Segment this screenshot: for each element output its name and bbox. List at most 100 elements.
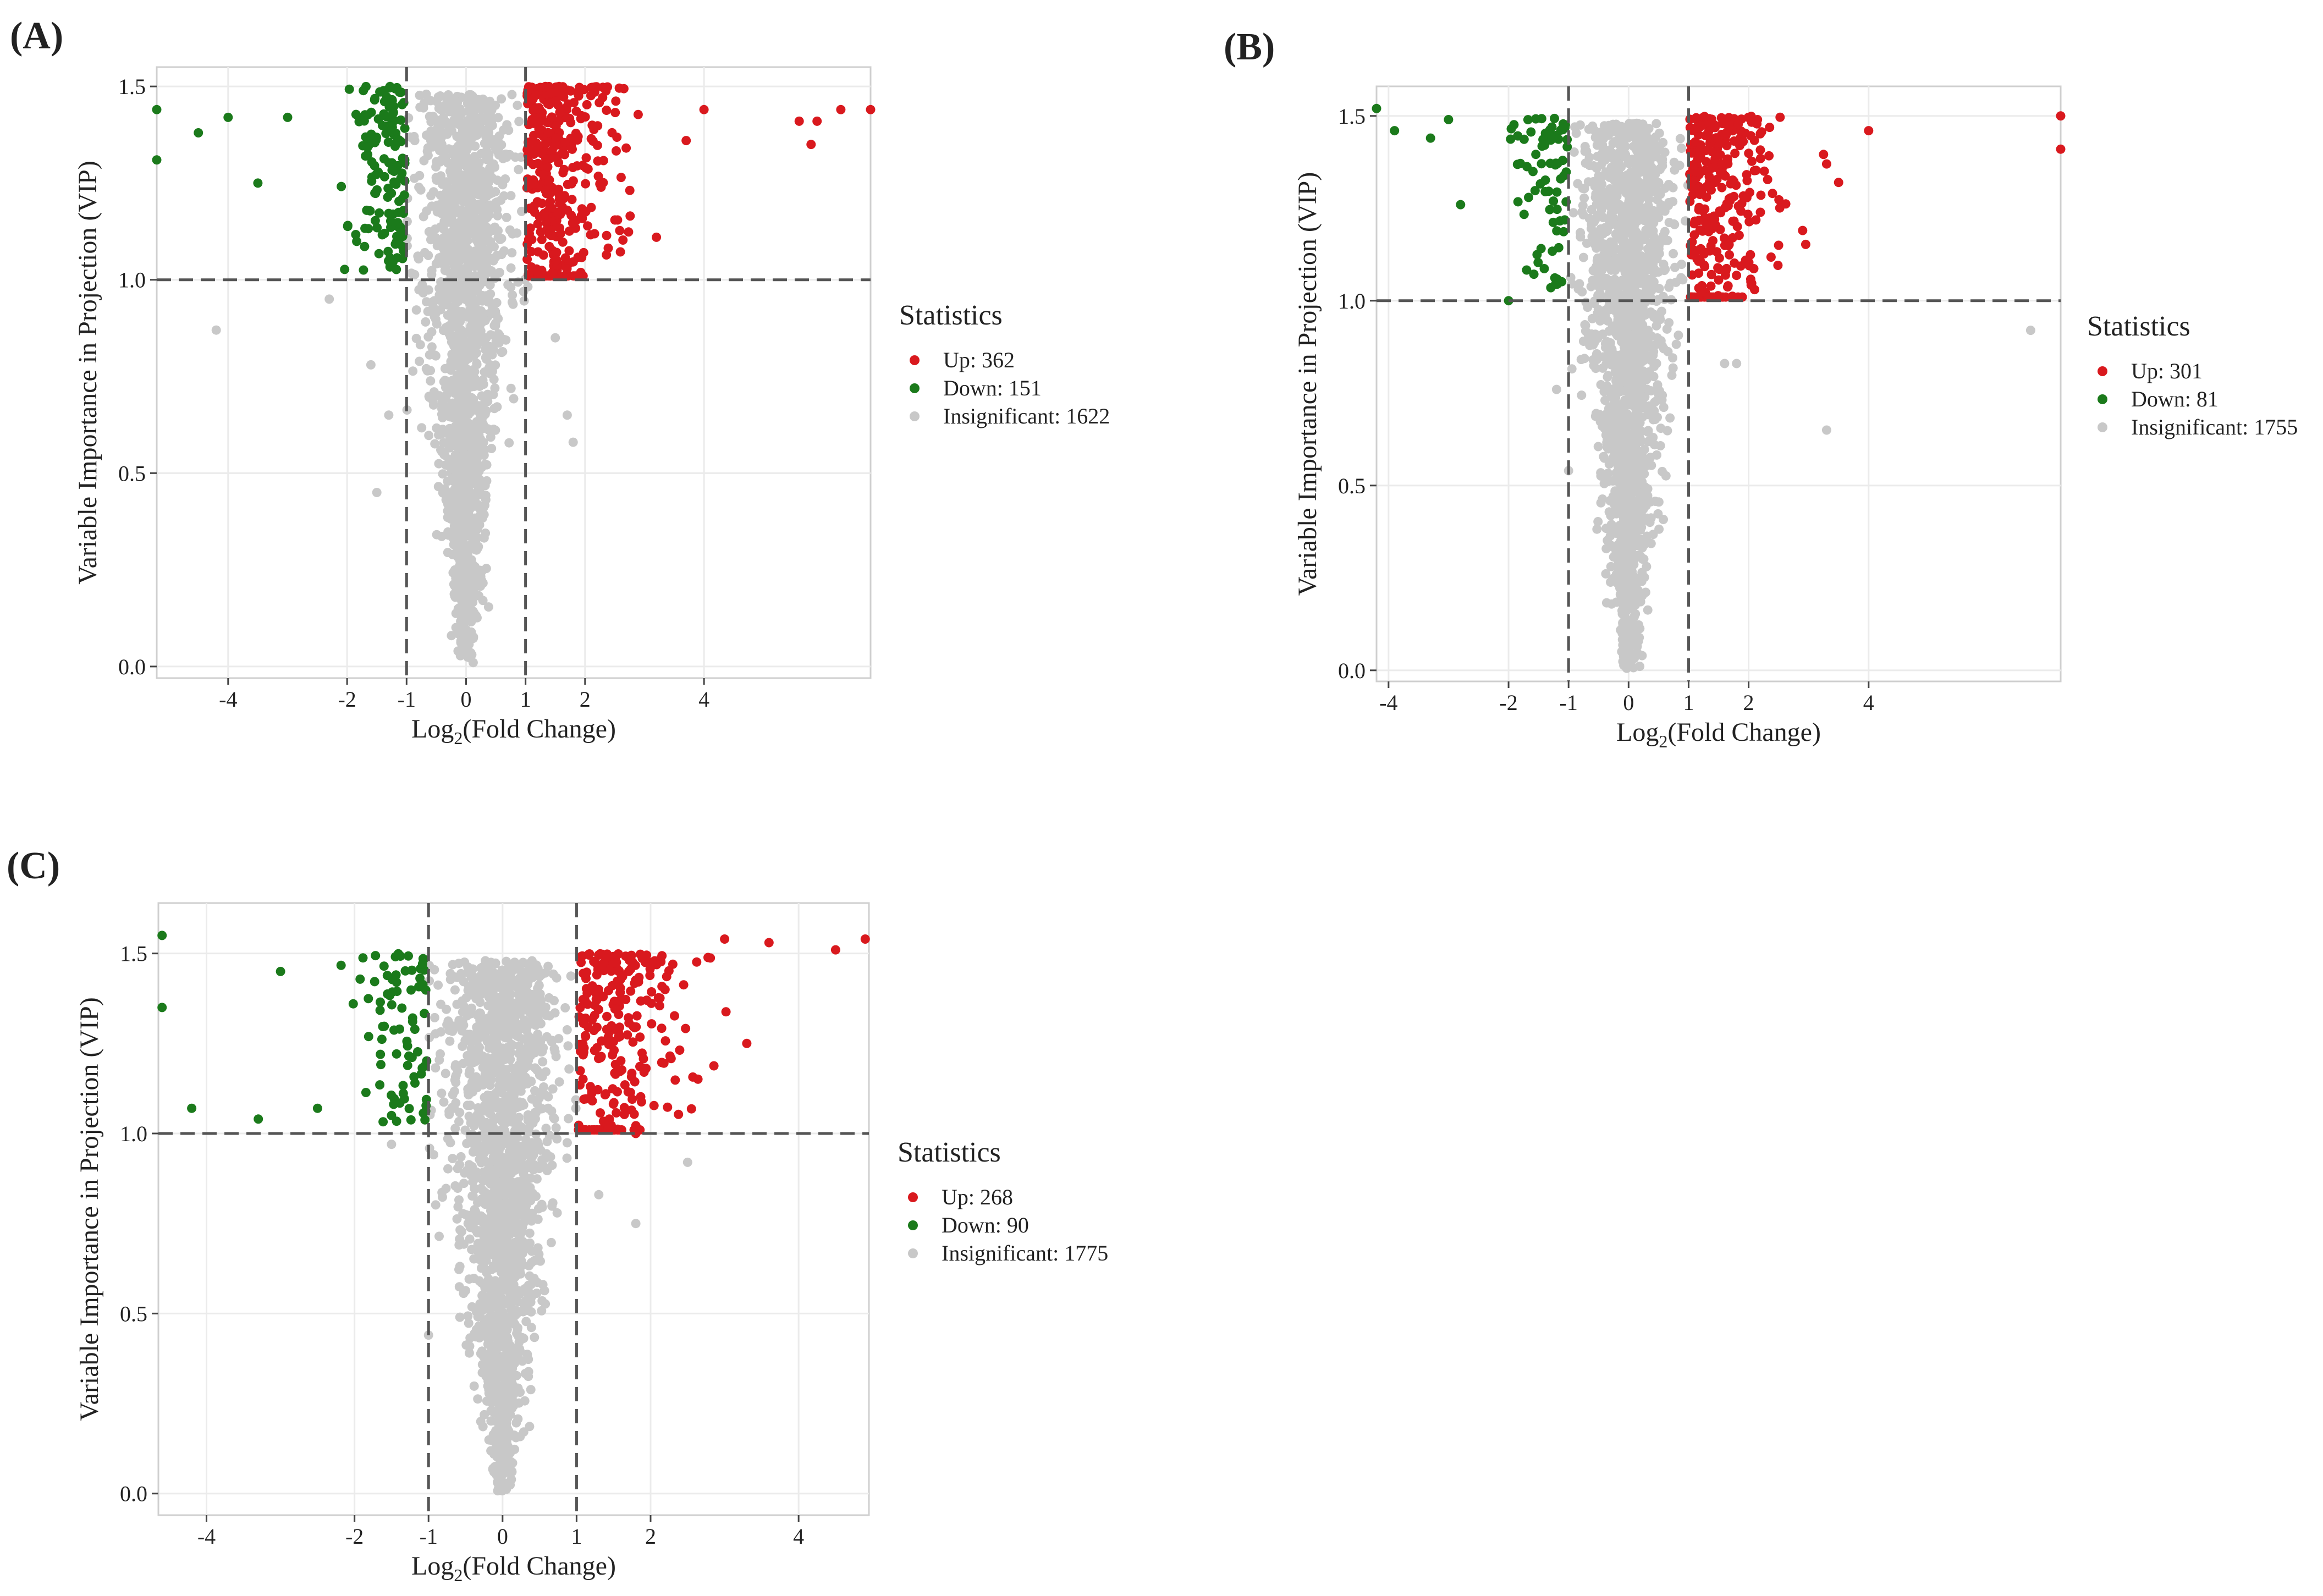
insignificant-point bbox=[1671, 277, 1681, 287]
insignificant-point bbox=[1599, 452, 1609, 461]
up-point bbox=[1706, 281, 1716, 291]
insignificant-point bbox=[423, 332, 433, 342]
insignificant-point bbox=[431, 130, 440, 140]
insignificant-point bbox=[469, 1381, 479, 1391]
insignificant-point bbox=[441, 296, 450, 306]
down-point bbox=[361, 151, 371, 161]
insignificant-point bbox=[417, 423, 427, 433]
insignificant-point bbox=[1603, 371, 1613, 381]
down-point bbox=[377, 120, 387, 130]
insignificant-point bbox=[442, 186, 452, 196]
insignificant-point bbox=[443, 513, 453, 522]
up-point bbox=[569, 98, 579, 108]
insignificant-point bbox=[562, 410, 572, 420]
insignificant-point bbox=[1610, 305, 1620, 315]
up-point bbox=[652, 232, 662, 242]
insignificant-point bbox=[1637, 184, 1647, 194]
up-point bbox=[526, 262, 536, 272]
y-tick-label: 1.0 bbox=[1338, 289, 1366, 313]
down-point bbox=[152, 104, 162, 114]
insignificant-point bbox=[1583, 302, 1593, 312]
x-tick-label: -2 bbox=[338, 687, 356, 712]
insignificant-point bbox=[1665, 413, 1675, 423]
down-point bbox=[1522, 265, 1532, 275]
up-point bbox=[1819, 150, 1829, 159]
up-point bbox=[1714, 275, 1724, 285]
up-point bbox=[1744, 148, 1754, 158]
insignificant-point bbox=[1643, 265, 1653, 274]
insignificant-point bbox=[460, 292, 470, 302]
insignificant-point bbox=[451, 608, 461, 618]
plot-area bbox=[156, 66, 872, 679]
x-axis-label-subscript: 2 bbox=[454, 728, 463, 748]
insignificant-point bbox=[449, 340, 459, 350]
up-point bbox=[1798, 225, 1808, 235]
up-point bbox=[533, 247, 543, 257]
insignificant-point bbox=[467, 225, 477, 235]
up-point bbox=[616, 173, 626, 183]
insignificant-point bbox=[1591, 189, 1601, 199]
legend-entry-down: Down: 81 bbox=[2131, 387, 2219, 411]
insignificant-point bbox=[1670, 262, 1680, 272]
insignificant-point bbox=[484, 296, 494, 306]
up-point bbox=[1710, 123, 1720, 133]
insignificant-point bbox=[448, 568, 458, 577]
insignificant-point bbox=[476, 566, 486, 576]
panel-label: (A) bbox=[10, 15, 63, 57]
insignificant-point bbox=[429, 387, 439, 397]
down-point bbox=[400, 123, 410, 133]
up-point bbox=[612, 146, 621, 156]
insignificant-point bbox=[443, 527, 453, 537]
up-point bbox=[1689, 219, 1699, 229]
insignificant-point bbox=[1641, 229, 1651, 239]
insignificant-point bbox=[1637, 450, 1647, 460]
up-point bbox=[1765, 123, 1775, 133]
insignificant-point bbox=[1636, 149, 1646, 159]
insignificant-point bbox=[423, 143, 433, 153]
panel-label: (B) bbox=[1224, 26, 1275, 68]
down-point bbox=[395, 222, 405, 232]
up-point bbox=[1755, 145, 1765, 155]
insignificant-point bbox=[1662, 324, 1672, 334]
x-tick-label: 2 bbox=[1743, 690, 1754, 715]
up-point bbox=[594, 98, 604, 108]
insignificant-point bbox=[1610, 457, 1620, 467]
insignificant-point bbox=[1584, 213, 1594, 223]
up-point bbox=[547, 145, 557, 155]
insignificant-point bbox=[430, 439, 440, 449]
insignificant-point bbox=[487, 119, 497, 129]
down-point bbox=[1539, 264, 1549, 273]
up-point bbox=[524, 234, 533, 244]
insignificant-point bbox=[455, 651, 465, 661]
insignificant-point bbox=[1600, 305, 1610, 315]
down-point bbox=[379, 154, 389, 164]
insignificant-point bbox=[1643, 437, 1653, 447]
up-point bbox=[1724, 241, 1733, 251]
legend-entry-insig: Insignificant: 1622 bbox=[943, 404, 1110, 428]
insignificant-point bbox=[485, 368, 494, 378]
insignificant-point bbox=[1617, 135, 1627, 145]
insignificant-point bbox=[470, 513, 480, 523]
up-point bbox=[625, 211, 635, 221]
x-tick-label: 4 bbox=[1863, 690, 1874, 715]
down-point bbox=[1519, 134, 1529, 144]
up-point bbox=[615, 225, 625, 235]
legend-swatch-up bbox=[2098, 366, 2107, 376]
insignificant-point bbox=[477, 277, 487, 286]
insignificant-point bbox=[467, 197, 477, 207]
down-point bbox=[400, 155, 410, 165]
insignificant-point bbox=[436, 255, 445, 265]
down-point bbox=[367, 172, 377, 182]
insignificant-point bbox=[1585, 340, 1595, 350]
insignificant-point bbox=[477, 291, 487, 300]
insignificant-point bbox=[1593, 517, 1603, 526]
insignificant-point bbox=[467, 91, 477, 101]
insignificant-point bbox=[504, 125, 514, 135]
insignificant-point bbox=[473, 327, 483, 337]
up-point bbox=[1751, 215, 1761, 225]
legend-swatch-down bbox=[910, 383, 920, 393]
insignificant-point bbox=[384, 410, 394, 420]
insignificant-point bbox=[1576, 228, 1586, 238]
insignificant-point bbox=[493, 232, 503, 242]
